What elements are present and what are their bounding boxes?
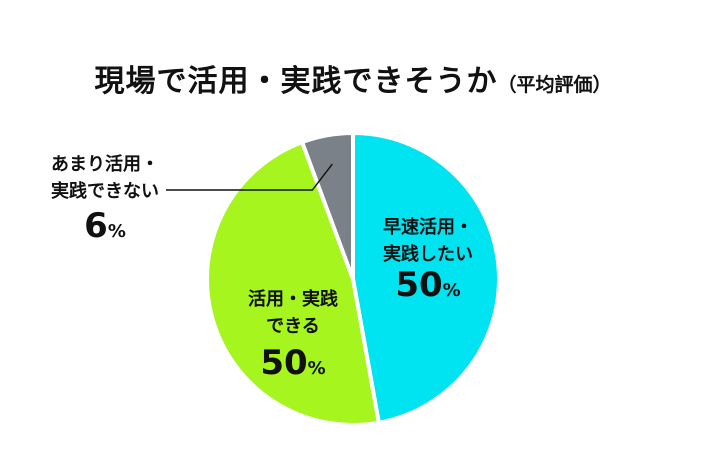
chart-subtitle: （平均評価）	[497, 74, 612, 96]
slice-label-2-line-1: 活用・実践	[248, 288, 338, 310]
slice-value-2: 50%	[260, 343, 325, 383]
slice-label-1-line-1: 早速活用・	[383, 216, 473, 238]
slice-value-3: 6%	[84, 206, 126, 246]
slice-value-1: 50%	[395, 265, 460, 305]
chart-title-main: 現場で活用・実践できそうか	[94, 64, 498, 99]
pie-slice-1	[351, 131, 501, 425]
slice-label-2-line-2: できる	[266, 316, 320, 337]
slice-label-3-line-1: あまり活用・	[51, 153, 159, 175]
slice-label-1-line-2: 実践したい	[383, 243, 473, 265]
pie-slice-3	[300, 131, 355, 281]
chart-title: 現場で活用・実践できそうか（平均評価）	[0, 56, 706, 100]
slice-label-3-line-2: 実践できない	[51, 180, 159, 202]
leader-line	[166, 163, 333, 191]
pie-slice-2	[205, 140, 381, 427]
